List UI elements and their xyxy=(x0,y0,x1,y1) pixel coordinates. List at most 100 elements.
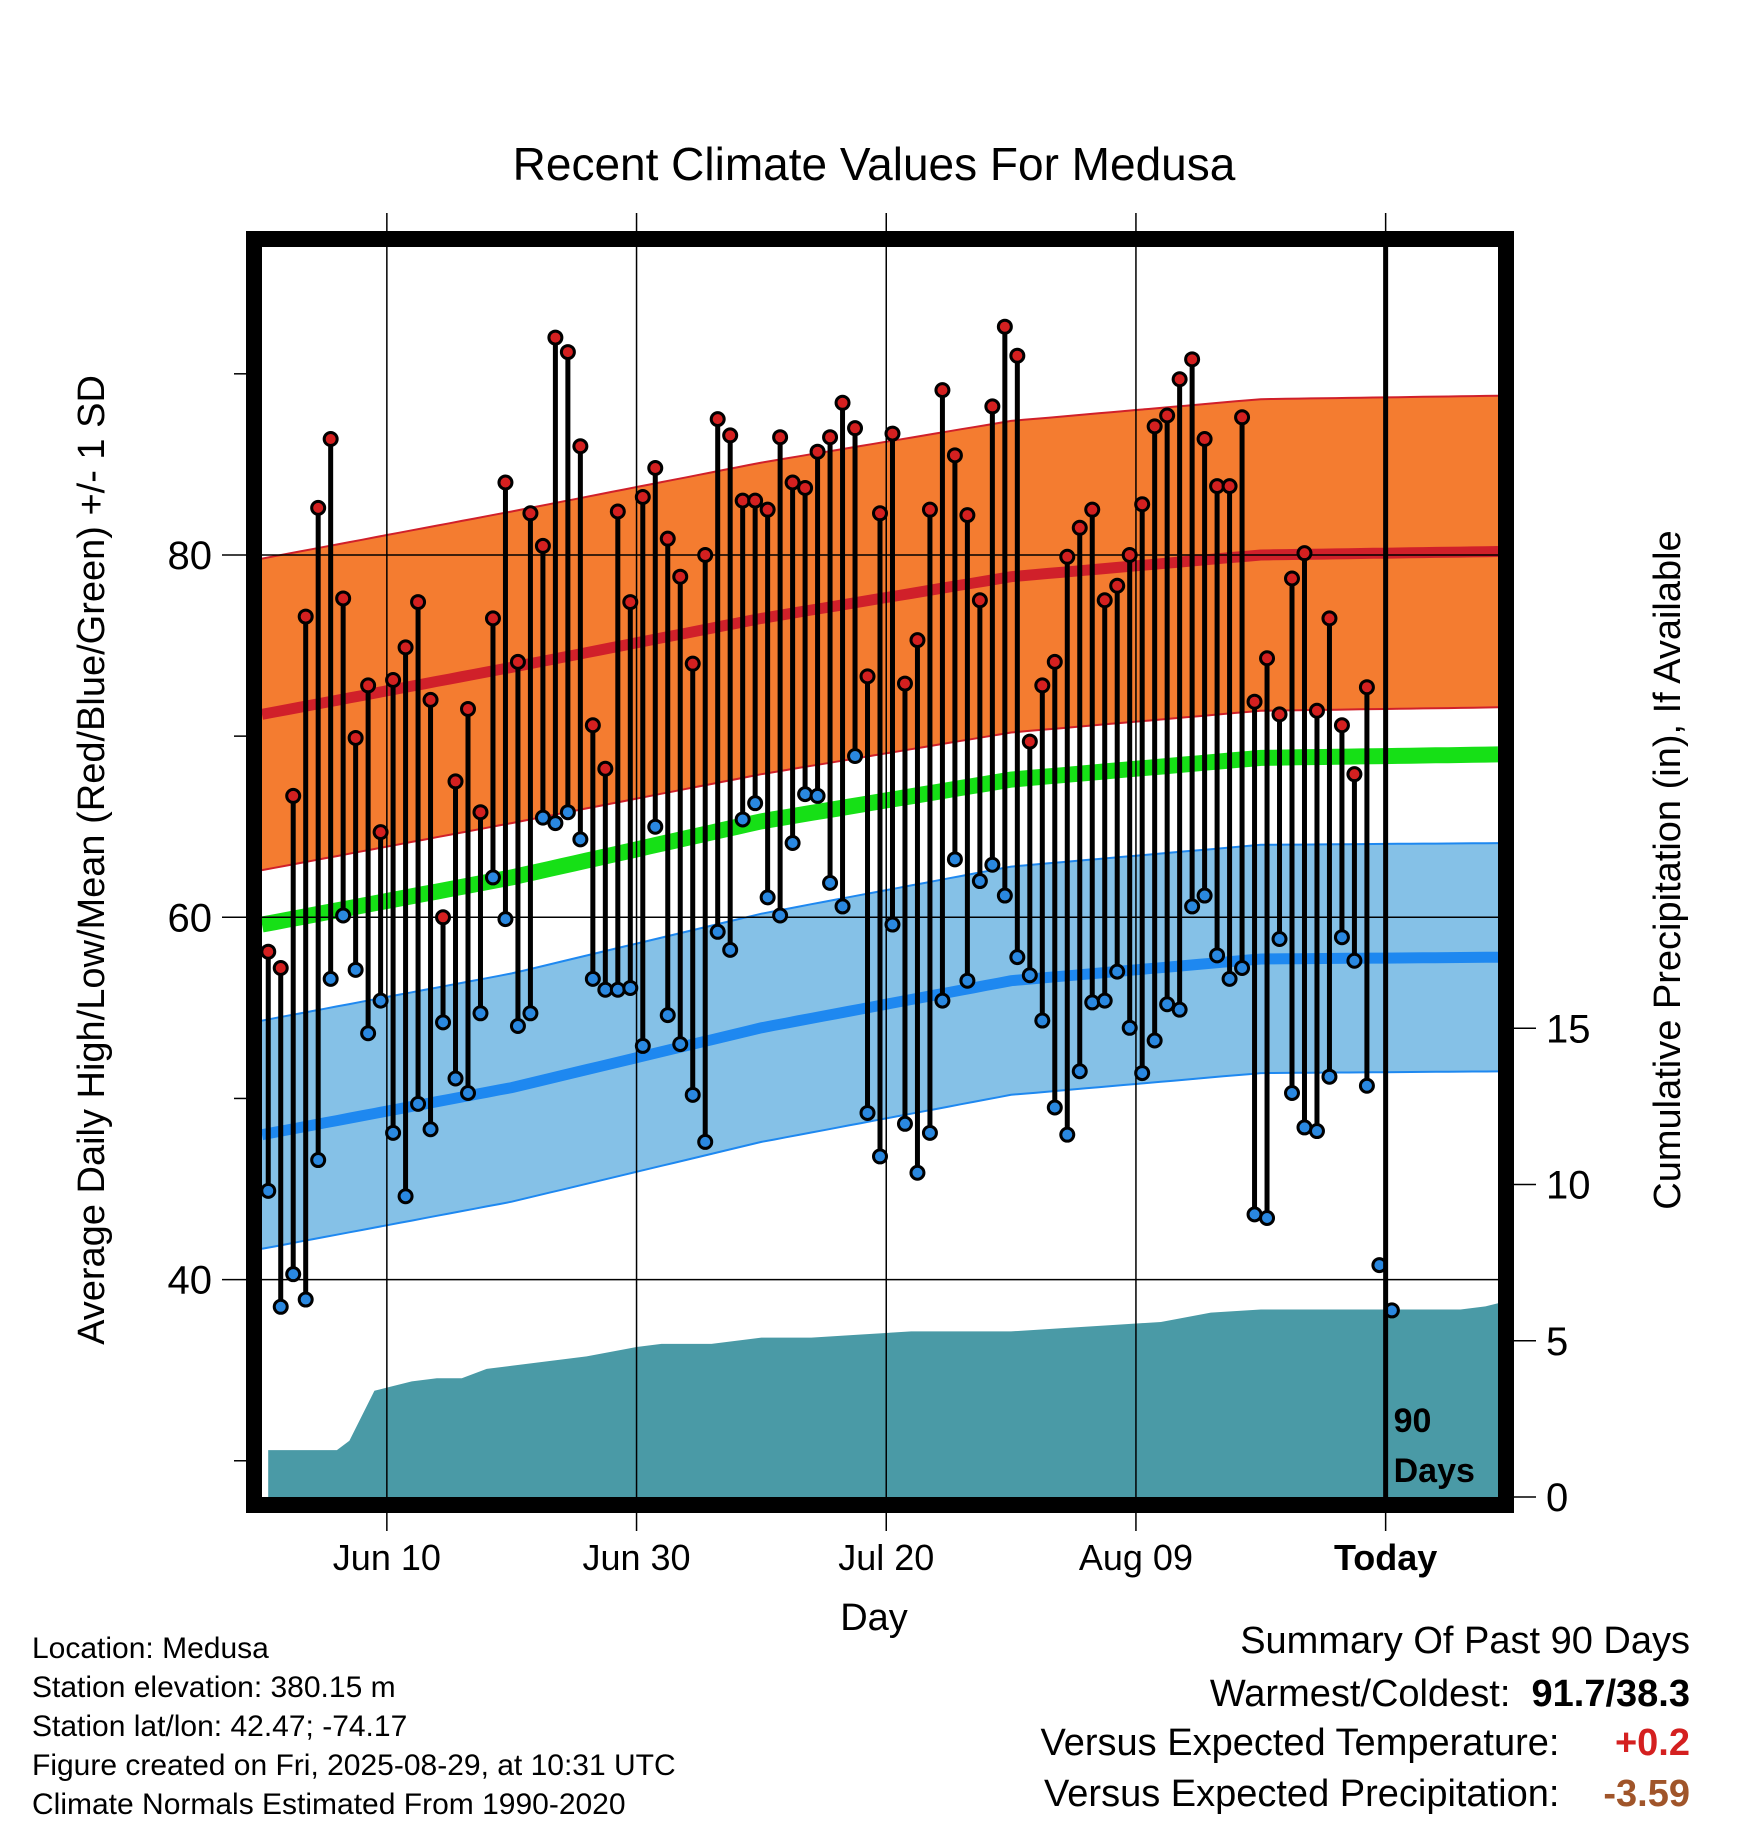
daily-low-point xyxy=(1059,1126,1076,1143)
daily-low-point xyxy=(747,795,764,812)
daily-low-point xyxy=(1171,1001,1188,1018)
daily-high-point xyxy=(559,344,576,361)
daily-high-point xyxy=(1346,766,1363,783)
daily-low-point xyxy=(460,1085,476,1102)
daily-low-point xyxy=(297,1291,314,1308)
daily-low-point xyxy=(921,1124,938,1141)
daily-high-point xyxy=(747,492,764,509)
daily-high-point xyxy=(672,568,689,585)
daily-low-point xyxy=(397,1188,414,1205)
daily-observations xyxy=(262,318,1400,1319)
daily-low-point xyxy=(1046,1099,1063,1116)
daily-low-point xyxy=(1259,1210,1276,1227)
daily-low-point xyxy=(797,786,814,803)
daily-high-point xyxy=(335,590,352,607)
daily-low-point xyxy=(896,1115,913,1132)
daily-high-point xyxy=(1221,478,1238,495)
y-tick-label-left: 80 xyxy=(168,534,213,578)
daily-high-point xyxy=(285,787,302,804)
daily-high-point xyxy=(934,382,951,399)
daily-high-point xyxy=(1308,702,1325,719)
daily-high-point xyxy=(447,773,464,790)
daily-high-point xyxy=(472,804,489,821)
daily-high-point xyxy=(1259,650,1276,667)
daily-low-point xyxy=(909,1164,926,1181)
daily-high-point xyxy=(534,537,551,554)
x-axis-label: Day xyxy=(840,1597,908,1639)
daily-low-point xyxy=(1109,963,1126,980)
daily-high-point xyxy=(484,610,501,627)
daily-high-point xyxy=(1046,653,1063,670)
daily-high-point xyxy=(1184,351,1201,368)
daily-low-point xyxy=(385,1124,402,1141)
daily-high-point xyxy=(584,717,601,734)
daily-low-point xyxy=(1333,929,1350,946)
daily-high-point xyxy=(272,960,289,977)
daily-high-point xyxy=(1246,693,1263,710)
y-tick-label-right: 10 xyxy=(1546,1164,1591,1208)
daily-low-point xyxy=(1071,1063,1088,1080)
x-tick-label: Aug 09 xyxy=(1079,1537,1193,1578)
daily-low-point xyxy=(934,992,951,1009)
daily-low-point xyxy=(1009,949,1026,966)
daily-high-point xyxy=(1059,548,1076,565)
daily-low-point xyxy=(1184,898,1201,915)
daily-low-point xyxy=(996,887,1013,904)
daily-high-point xyxy=(659,530,676,547)
x-tick-label: Today xyxy=(1334,1537,1437,1578)
daily-low-point xyxy=(472,1005,489,1022)
x-tick-label: Jun 10 xyxy=(333,1537,441,1578)
daily-high-point xyxy=(1271,706,1288,723)
daily-low-point xyxy=(634,1037,651,1054)
daily-high-point xyxy=(809,443,826,460)
daily-high-point xyxy=(1109,577,1126,594)
daily-low-point xyxy=(285,1266,302,1283)
precip-area xyxy=(268,1303,1498,1497)
y-axis-label-left: Average Daily High/Low/Mean (Red/Blue/Gr… xyxy=(71,375,113,1345)
daily-low-point xyxy=(822,874,839,891)
daily-low-point xyxy=(809,787,826,804)
summary-temp: Versus Expected Temperature: +0.2 xyxy=(1041,1722,1690,1765)
daily-low-point xyxy=(759,889,776,906)
daily-low-point xyxy=(1121,1019,1138,1036)
daily-high-point xyxy=(847,420,864,437)
y-tick-label-right: 0 xyxy=(1546,1476,1568,1520)
x-tick-label: Jun 30 xyxy=(582,1537,690,1578)
daily-high-point xyxy=(262,943,277,960)
daily-high-point xyxy=(522,505,539,522)
daily-low-point xyxy=(1234,960,1251,977)
daily-low-point xyxy=(435,1014,452,1031)
today-marker-label-line2: Days xyxy=(1394,1452,1475,1490)
daily-high-point xyxy=(547,329,564,346)
daily-low-point xyxy=(1358,1077,1375,1094)
daily-low-point xyxy=(1196,887,1213,904)
plot-frame xyxy=(246,231,1514,1513)
daily-high-point xyxy=(822,429,839,446)
temp-value: +0.2 xyxy=(1614,1722,1690,1764)
info-location: Location: Medusa xyxy=(32,1632,269,1665)
daily-high-point xyxy=(1034,677,1051,694)
daily-low-point xyxy=(310,1152,327,1169)
daily-high-point xyxy=(347,729,364,746)
daily-low-point xyxy=(872,1148,888,1165)
daily-high-point xyxy=(697,546,714,563)
daily-low-point xyxy=(1146,1032,1163,1049)
daily-high-point xyxy=(1234,409,1251,426)
daily-high-point xyxy=(759,501,776,518)
plot-inner: 90 Days xyxy=(262,247,1498,1497)
daily-high-point xyxy=(360,677,377,694)
daily-high-point xyxy=(772,429,789,446)
daily-high-point xyxy=(959,507,976,524)
daily-high-point xyxy=(1134,496,1151,513)
daily-low-point xyxy=(347,961,364,978)
daily-low-point xyxy=(971,873,988,890)
daily-high-point xyxy=(921,501,938,518)
y-tick-label-left: 40 xyxy=(168,1259,213,1303)
daily-low-point xyxy=(1021,967,1038,984)
daily-high-point xyxy=(971,592,988,609)
daily-high-point xyxy=(1333,717,1350,734)
daily-high-point xyxy=(984,398,1001,415)
precip-label: Versus Expected Precipitation: xyxy=(1044,1773,1560,1815)
daily-low-point xyxy=(1221,970,1238,987)
daily-low-point xyxy=(1159,996,1176,1013)
